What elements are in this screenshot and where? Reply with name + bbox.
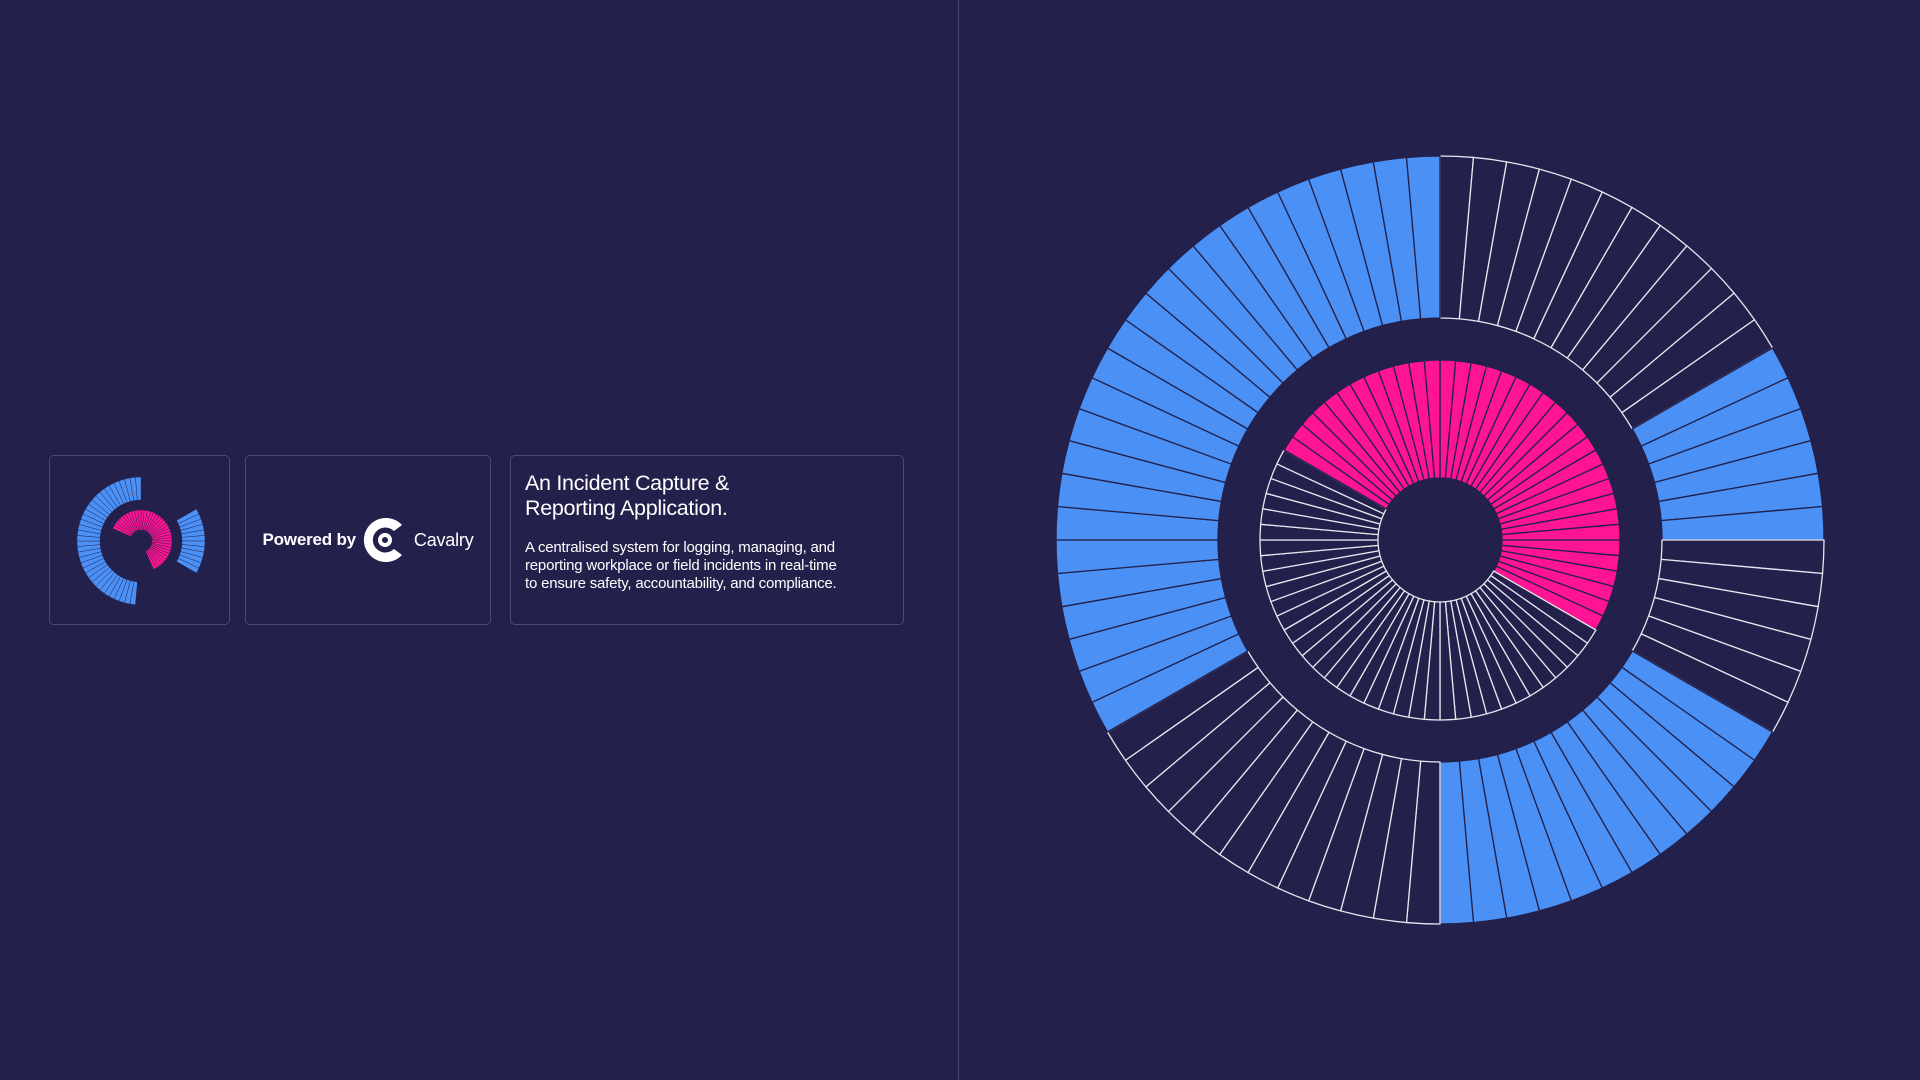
- description-card: An Incident Capture & Reporting Applicat…: [510, 455, 904, 625]
- incident-progress-dial: [1055, 155, 1825, 925]
- app-title: An Incident Capture & Reporting Applicat…: [525, 471, 889, 521]
- cavalry-brand-name: Cavalry: [413, 529, 474, 550]
- app-logo-card: [49, 455, 230, 625]
- app-description-line: A centralised system for logging, managi…: [525, 539, 835, 556]
- app-description: A centralised system for logging, managi…: [525, 539, 889, 593]
- logo-inner-segment: [137, 509, 142, 531]
- inner-ring-segment-filled: [1423, 359, 1441, 479]
- app-title-line: An Incident Capture &: [525, 471, 730, 495]
- app-description-line: reporting workplace or field incidents i…: [525, 557, 837, 574]
- powered-by-label: Powered by: [262, 530, 356, 549]
- vertical-divider: [958, 0, 959, 1080]
- logo-outer-segment: [135, 476, 142, 501]
- app-description-line: to ensure safety, accountability, and co…: [525, 575, 837, 592]
- logo-outer-segment: [176, 558, 200, 574]
- cavalry-logo-icon: [363, 518, 402, 562]
- powered-by-card: Powered by Cavalry: [245, 455, 491, 625]
- outer-ring-segment-filled: [1405, 155, 1441, 320]
- logo-inner-segment: [145, 550, 157, 570]
- app-title-line: Reporting Application.: [525, 496, 728, 520]
- incident-dial-logo-icon: [76, 476, 206, 605]
